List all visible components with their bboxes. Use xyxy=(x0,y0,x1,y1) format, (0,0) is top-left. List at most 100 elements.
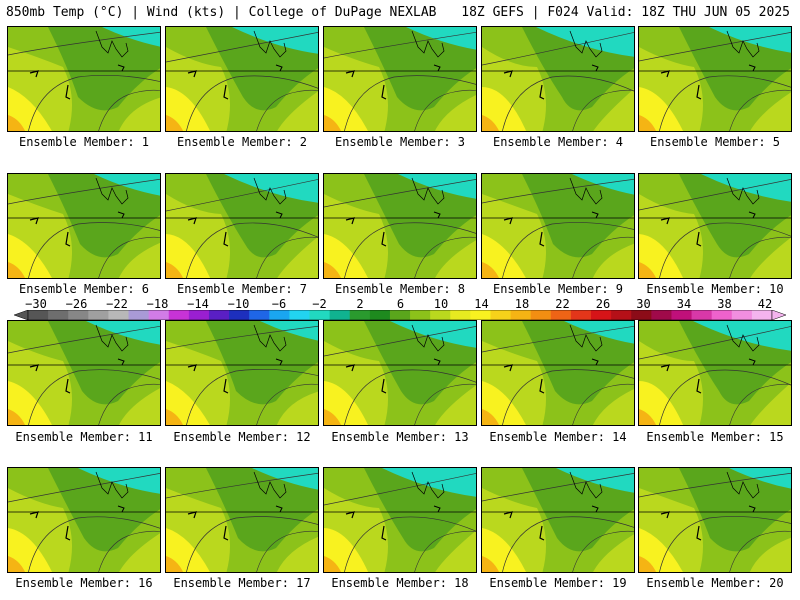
ensemble-member-label: Ensemble Member: 13 xyxy=(331,430,469,444)
ensemble-member-label: Ensemble Member: 19 xyxy=(489,576,627,590)
colorbar-tick-label: 6 xyxy=(396,297,405,311)
ensemble-member-label: Ensemble Member: 7 xyxy=(176,282,308,296)
temperature-map xyxy=(324,321,476,425)
temperature-map xyxy=(166,27,318,131)
temperature-map xyxy=(324,468,476,572)
colorbar-swatch xyxy=(490,310,512,320)
ensemble-map-panel xyxy=(323,320,477,426)
colorbar-swatch xyxy=(751,310,773,320)
ensemble-member-label: Ensemble Member: 15 xyxy=(646,430,784,444)
colorbar-tick-label: −30 xyxy=(25,297,47,311)
ensemble-map-panel xyxy=(638,173,792,279)
colorbar-swatch xyxy=(611,310,632,320)
colorbar-swatch xyxy=(530,310,552,320)
ensemble-member-label: Ensemble Member: 16 xyxy=(15,576,153,590)
ensemble-map-panel xyxy=(165,320,319,426)
ensemble-member-label: Ensemble Member: 9 xyxy=(492,282,624,296)
temperature-map xyxy=(8,174,160,278)
colorbar-swatch xyxy=(651,310,672,320)
temperature-map xyxy=(324,27,476,131)
ensemble-map-panel xyxy=(481,173,635,279)
colorbar-swatch xyxy=(148,310,170,320)
colorbar-max-arrow xyxy=(771,310,786,320)
colorbar-tick-label: −18 xyxy=(146,297,169,311)
ensemble-map-panel xyxy=(165,173,319,279)
colorbar-swatch xyxy=(591,310,612,320)
colorbar-swatch xyxy=(631,310,652,320)
colorbar-swatch xyxy=(430,310,451,320)
colorbar-swatch xyxy=(410,310,431,320)
temperature-map xyxy=(482,321,634,425)
ensemble-map-panel xyxy=(481,467,635,573)
colorbar-swatch xyxy=(711,310,733,320)
ensemble-member-label: Ensemble Member: 5 xyxy=(649,135,781,149)
colorbar-tick-label: 30 xyxy=(636,297,651,311)
colorbar-swatch xyxy=(188,310,210,320)
colorbar-swatch xyxy=(88,310,109,320)
ensemble-map-panel xyxy=(323,26,477,132)
ensemble-member-label: Ensemble Member: 6 xyxy=(18,282,150,296)
ensemble-map-panel xyxy=(165,26,319,132)
temperature-map xyxy=(482,174,634,278)
colorbar-min-arrow xyxy=(14,310,29,320)
colorbar-swatch xyxy=(208,310,230,320)
colorbar-tick-label: −10 xyxy=(227,297,250,311)
colorbar-swatch xyxy=(510,310,532,320)
colorbar-swatch xyxy=(269,310,290,320)
colorbar-tick-label: 2 xyxy=(356,297,364,311)
ensemble-map-panel xyxy=(7,320,161,426)
ensemble-member-label: Ensemble Member: 14 xyxy=(489,430,627,444)
colorbar-swatch xyxy=(168,310,190,320)
colorbar-swatch xyxy=(691,310,713,320)
ensemble-member-label: Ensemble Member: 17 xyxy=(173,576,311,590)
temperature-colorbar xyxy=(14,310,786,320)
chart-title: 850mb Temp (°C) | Wind (kts) | College o… xyxy=(6,5,437,20)
colorbar-swatch xyxy=(229,310,250,320)
colorbar-swatch xyxy=(128,310,150,320)
colorbar-swatch xyxy=(450,310,471,320)
colorbar-tick-label: 42 xyxy=(757,297,773,311)
ensemble-map-panel xyxy=(638,320,792,426)
temperature-map xyxy=(482,468,634,572)
colorbar-tick-label: 14 xyxy=(474,297,489,311)
ensemble-map-panel xyxy=(323,467,477,573)
ensemble-map-panel xyxy=(481,26,635,132)
colorbar-swatch xyxy=(249,310,270,320)
colorbar-swatch xyxy=(389,310,411,320)
temperature-map xyxy=(639,27,791,131)
ensemble-map-panel xyxy=(638,467,792,573)
ensemble-map-panel xyxy=(165,467,319,573)
ensemble-member-label: Ensemble Member: 10 xyxy=(646,282,784,296)
colorbar-tick-label: −22 xyxy=(106,297,128,311)
temperature-map xyxy=(166,468,318,572)
temperature-map xyxy=(639,174,791,278)
temperature-map xyxy=(639,468,791,572)
ensemble-member-label: Ensemble Member: 20 xyxy=(646,576,784,590)
colorbar-tick-label: −2 xyxy=(312,297,327,311)
temperature-map xyxy=(8,27,160,131)
ensemble-member-label: Ensemble Member: 12 xyxy=(173,430,311,444)
temperature-map xyxy=(482,27,634,131)
ensemble-member-label: Ensemble Member: 11 xyxy=(15,430,153,444)
ensemble-member-label: Ensemble Member: 8 xyxy=(334,282,466,296)
colorbar-swatch xyxy=(329,310,351,320)
colorbar-swatch xyxy=(550,310,572,320)
colorbar-tick-label: 26 xyxy=(595,297,611,311)
ensemble-member-label: Ensemble Member: 2 xyxy=(176,135,308,149)
ensemble-map-panel xyxy=(7,173,161,279)
colorbar-swatch xyxy=(48,310,69,320)
colorbar-tick-label: 38 xyxy=(717,297,732,311)
colorbar-tick-label: −26 xyxy=(65,297,88,311)
ensemble-map-panel xyxy=(323,173,477,279)
colorbar-tick-label: 34 xyxy=(676,297,692,311)
ensemble-map-panel xyxy=(7,467,161,573)
temperature-map xyxy=(8,321,160,425)
ensemble-map-panel xyxy=(481,320,635,426)
ensemble-member-label: Ensemble Member: 4 xyxy=(492,135,624,149)
temperature-map xyxy=(8,468,160,572)
colorbar-swatch xyxy=(68,310,89,320)
model-valid-time: 18Z GEFS | F024 Valid: 18Z THU JUN 05 20… xyxy=(461,5,790,20)
colorbar-tick-label: 22 xyxy=(555,297,570,311)
ensemble-map-panel xyxy=(638,26,792,132)
ensemble-map-panel xyxy=(7,26,161,132)
